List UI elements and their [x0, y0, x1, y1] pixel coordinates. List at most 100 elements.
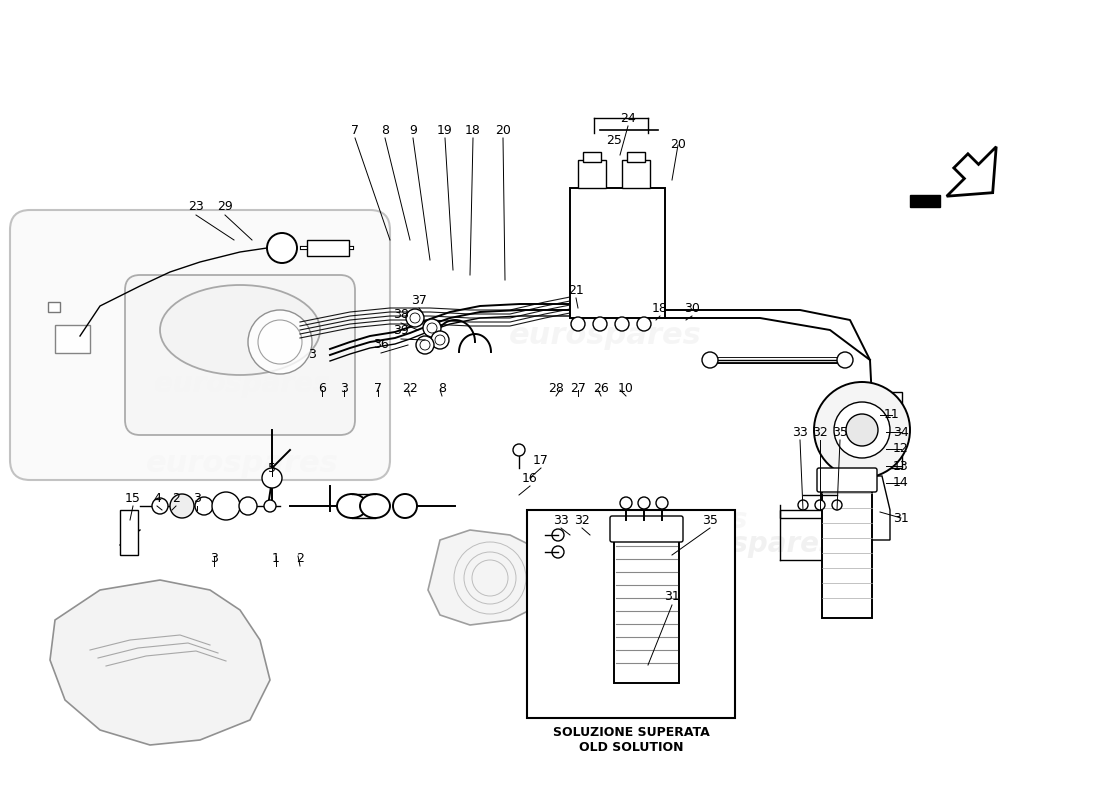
Polygon shape	[50, 580, 270, 745]
Text: 15: 15	[125, 491, 141, 505]
Circle shape	[832, 500, 842, 510]
Text: 7: 7	[374, 382, 382, 394]
FancyBboxPatch shape	[817, 468, 877, 492]
Text: 8: 8	[381, 123, 389, 137]
Text: 31: 31	[893, 511, 909, 525]
Text: 27: 27	[570, 382, 586, 394]
Text: 20: 20	[495, 123, 510, 137]
Circle shape	[513, 444, 525, 456]
Text: 38: 38	[393, 309, 409, 322]
Text: 23: 23	[188, 201, 204, 214]
Bar	[527, 510, 735, 718]
Bar	[614, 538, 679, 683]
Text: 7: 7	[351, 123, 359, 137]
Text: 32: 32	[812, 426, 828, 438]
Text: 24: 24	[620, 111, 636, 125]
Circle shape	[195, 497, 213, 515]
Text: 2: 2	[172, 491, 180, 505]
Text: 12: 12	[893, 442, 909, 455]
Circle shape	[798, 500, 808, 510]
Text: 34: 34	[893, 426, 909, 438]
Ellipse shape	[360, 494, 390, 518]
Circle shape	[424, 319, 441, 337]
Bar	[578, 160, 606, 188]
Ellipse shape	[160, 285, 320, 375]
Circle shape	[212, 492, 240, 520]
Circle shape	[571, 317, 585, 331]
Circle shape	[393, 494, 417, 518]
Bar	[621, 160, 650, 188]
Polygon shape	[428, 530, 550, 625]
Circle shape	[427, 323, 437, 333]
Text: 6: 6	[318, 382, 326, 394]
Text: eurospares: eurospares	[508, 322, 702, 350]
Circle shape	[837, 352, 852, 368]
Circle shape	[656, 497, 668, 509]
Circle shape	[152, 498, 168, 514]
Text: 17: 17	[534, 454, 549, 466]
Text: SOLUZIONE SUPERATA
OLD SOLUTION: SOLUZIONE SUPERATA OLD SOLUTION	[552, 726, 710, 754]
Polygon shape	[947, 146, 997, 196]
Circle shape	[239, 497, 257, 515]
Text: 35: 35	[702, 514, 718, 526]
Text: 29: 29	[217, 201, 233, 214]
Bar	[583, 152, 601, 162]
Text: 4: 4	[153, 491, 161, 505]
Text: 3: 3	[194, 491, 201, 505]
Circle shape	[264, 500, 276, 512]
FancyBboxPatch shape	[10, 210, 390, 480]
Circle shape	[416, 336, 434, 354]
Bar	[780, 510, 824, 518]
Text: 22: 22	[403, 382, 418, 394]
Circle shape	[846, 414, 878, 446]
Circle shape	[702, 352, 718, 368]
Text: 20: 20	[670, 138, 686, 151]
Circle shape	[814, 382, 910, 478]
Circle shape	[552, 529, 564, 541]
Text: 33: 33	[553, 514, 569, 526]
Circle shape	[267, 233, 297, 263]
Text: 16: 16	[522, 471, 538, 485]
Circle shape	[637, 317, 651, 331]
Circle shape	[638, 497, 650, 509]
Circle shape	[815, 500, 825, 510]
Circle shape	[620, 497, 632, 509]
Text: eurospares: eurospares	[660, 530, 836, 558]
Bar	[570, 188, 666, 318]
Text: 13: 13	[893, 459, 909, 473]
Text: 33: 33	[792, 426, 807, 438]
Text: 3: 3	[340, 382, 348, 394]
Text: eurospares: eurospares	[572, 506, 748, 534]
Polygon shape	[854, 476, 890, 540]
Text: eurospares: eurospares	[154, 370, 330, 398]
FancyBboxPatch shape	[125, 275, 355, 435]
Text: 14: 14	[893, 477, 909, 490]
Text: 18: 18	[465, 123, 481, 137]
Text: 39: 39	[393, 325, 409, 338]
Text: 10: 10	[618, 382, 634, 394]
Ellipse shape	[337, 494, 367, 518]
Circle shape	[248, 310, 312, 374]
Bar	[852, 392, 902, 468]
Circle shape	[593, 317, 607, 331]
Circle shape	[258, 320, 303, 364]
Text: 26: 26	[593, 382, 609, 394]
Bar	[307, 240, 349, 256]
Text: 8: 8	[438, 382, 446, 394]
Text: 18: 18	[652, 302, 668, 314]
Text: 35: 35	[832, 426, 848, 438]
Bar	[55, 325, 90, 353]
Text: 3: 3	[308, 349, 316, 362]
Text: 9: 9	[409, 123, 417, 137]
Text: 1: 1	[272, 551, 279, 565]
Circle shape	[552, 546, 564, 558]
Text: 36: 36	[373, 338, 389, 351]
FancyBboxPatch shape	[610, 516, 683, 542]
Text: 19: 19	[437, 123, 453, 137]
Text: 28: 28	[548, 382, 564, 394]
Text: 31: 31	[664, 590, 680, 603]
Circle shape	[834, 402, 890, 458]
Text: 37: 37	[411, 294, 427, 306]
Bar	[627, 152, 645, 162]
Text: 11: 11	[884, 409, 900, 422]
